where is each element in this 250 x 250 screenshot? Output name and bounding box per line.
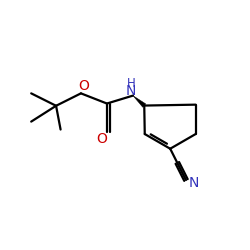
Text: N: N: [126, 84, 136, 98]
Polygon shape: [133, 96, 146, 107]
Text: O: O: [96, 132, 108, 146]
Text: H: H: [127, 77, 136, 90]
Text: N: N: [189, 176, 199, 190]
Text: O: O: [78, 79, 89, 93]
